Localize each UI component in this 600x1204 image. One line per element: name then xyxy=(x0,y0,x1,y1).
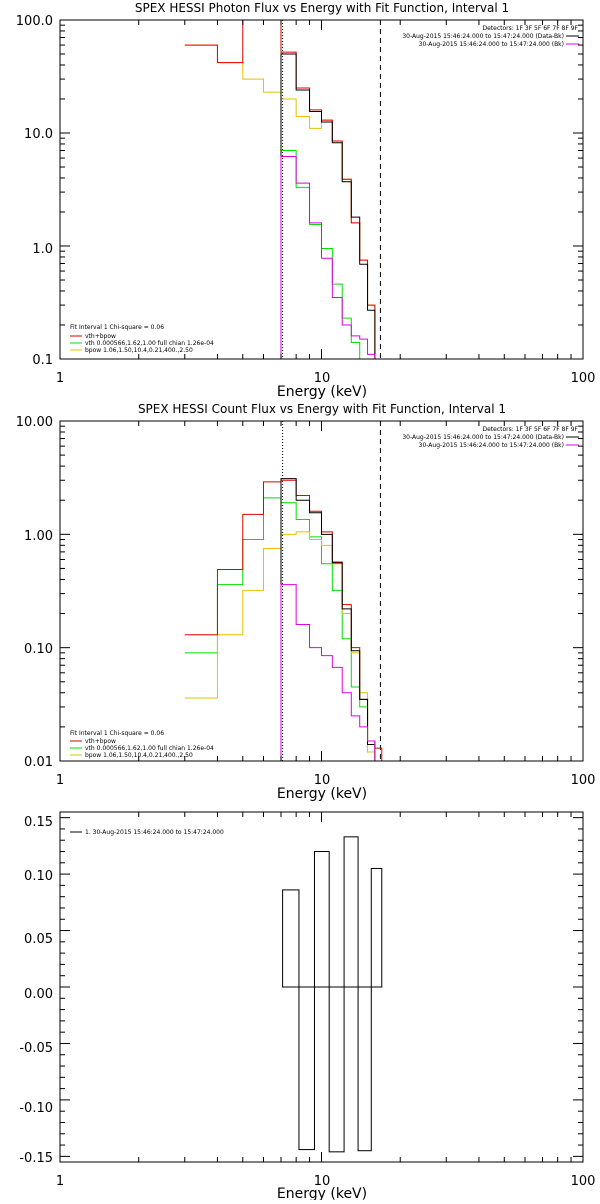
count-ytick-2: 1.00 xyxy=(24,529,53,544)
count-ytick-0: 0.01 xyxy=(24,755,53,770)
residuals-xtick-1: 1 xyxy=(56,1174,64,1189)
photon-x-axis-label: Energy (keV) xyxy=(277,384,367,400)
residuals-ytick-5: 0.10 xyxy=(24,869,53,884)
residuals-ytick-3: 0.00 xyxy=(24,987,53,1002)
count-xtick-10: 10 xyxy=(314,773,331,788)
residual-bar xyxy=(282,889,300,988)
photon-plot-frame xyxy=(59,19,584,360)
count-xtick-100: 100 xyxy=(571,773,596,788)
count-series-total xyxy=(184,479,389,762)
residual-bar xyxy=(343,836,359,988)
count-ytick-1: 0.10 xyxy=(24,642,53,657)
residual-bar xyxy=(357,986,372,1152)
count-legend-vth: vth 0.000566,1.62,1.00 full chian 1.26e-… xyxy=(85,745,214,752)
photon-axes xyxy=(59,20,583,360)
count-fit-stat: Fit Interval 1 Chi-square = 0.06 xyxy=(70,730,164,737)
residuals-ytick-1: -0.10 xyxy=(19,1101,53,1116)
count-axes xyxy=(59,421,583,762)
count-ytick-3: 10.00 xyxy=(16,415,53,430)
photon-ytick-1: 1.0 xyxy=(32,242,53,257)
photon-time-entry-bk: 30-Aug-2015 15:46:24.000 to 15:47:24.000… xyxy=(419,41,564,48)
residuals-ytick-4: 0.05 xyxy=(24,932,53,947)
count-panel-title: SPEX HESSI Count Flux vs Energy with Fit… xyxy=(138,402,506,416)
photon-xtick-100: 100 xyxy=(571,371,596,386)
residuals-xtick-100: 100 xyxy=(571,1174,596,1189)
residual-bar xyxy=(328,986,345,1153)
count-time-entry-data: 30-Aug-2015 15:46:24.000 to 15:47:24.000… xyxy=(402,434,564,441)
residuals-ytick-6: 0.15 xyxy=(24,815,53,830)
count-legend-total: vth+bpow xyxy=(85,738,116,745)
residuals-legend-entry: 1. 30-Aug-2015 15:46:24.000 to 15:47:24.… xyxy=(85,829,224,836)
residuals-xtick-10: 10 xyxy=(314,1174,331,1189)
residuals-plot-area xyxy=(282,836,383,1153)
residuals-x-axis-label: Energy (keV) xyxy=(277,1186,367,1200)
count-xtick-1: 1 xyxy=(56,773,64,788)
count-plot-area xyxy=(184,421,389,762)
count-flux-panel: SPEX HESSI Count Flux vs Energy with Fit… xyxy=(16,402,596,802)
residuals-panel: 1 10 100 -0.15 -0.10 -0.05 0.00 0.05 0.1… xyxy=(19,811,596,1202)
residual-bar xyxy=(298,986,315,1151)
residual-bar xyxy=(370,867,383,988)
count-x-axis-label: Energy (keV) xyxy=(277,786,367,802)
count-series-vth xyxy=(184,497,389,762)
photon-xtick-10: 10 xyxy=(314,371,331,386)
count-series-data xyxy=(184,478,389,762)
photon-legend-vth: vth 0.000566,1.62,1.00 full chian 1.26e-… xyxy=(85,340,214,347)
count-legend-bpow: bpow 1.06,1.50,10.4,0.21,400.,2.50 xyxy=(85,752,193,759)
count-time-entry-bk: 30-Aug-2015 15:46:24.000 to 15:47:24.000… xyxy=(419,442,564,449)
count-plot-frame xyxy=(59,420,584,762)
photon-series-bpow xyxy=(184,44,389,360)
photon-series-total xyxy=(184,19,389,360)
residuals-ytick-0: -0.15 xyxy=(19,1151,53,1166)
photon-series-data xyxy=(184,53,389,360)
photon-ytick-2: 10.0 xyxy=(24,127,53,142)
photon-flux-panel: SPEX HESSI Photon Flux vs Energy with Fi… xyxy=(16,1,596,400)
count-detectors-label: Detectors: 1F 3F 5F 6F 7F 8F 9F xyxy=(482,426,578,433)
photon-fit-stat: Fit Interval 1 Chi-square = 0.06 xyxy=(70,324,164,331)
residuals-ytick-2: -0.05 xyxy=(19,1041,53,1056)
photon-xtick-1: 1 xyxy=(56,371,64,386)
photon-series-bk xyxy=(184,155,389,360)
photon-ytick-3: 100.0 xyxy=(16,14,53,29)
photon-legend-bpow: bpow 1.06,1.50,10.4,0.21,400.,2.50 xyxy=(85,347,193,354)
photon-panel-title: SPEX HESSI Photon Flux vs Energy with Fi… xyxy=(135,1,509,15)
photon-ytick-0: 0.1 xyxy=(32,353,53,368)
residuals-axes xyxy=(59,812,583,1162)
photon-time-entry-data: 30-Aug-2015 15:46:24.000 to 15:47:24.000… xyxy=(402,33,564,40)
photon-legend-total: vth+bpow xyxy=(85,333,116,340)
photon-series-vth xyxy=(184,19,389,360)
photon-detectors-label: Detectors: 1F 3F 5F 6F 7F 8F 9F xyxy=(482,25,578,32)
residual-bar xyxy=(313,851,330,988)
photon-plot-area xyxy=(184,19,389,360)
count-series-bpow xyxy=(184,531,389,762)
count-series-bk xyxy=(184,584,389,762)
